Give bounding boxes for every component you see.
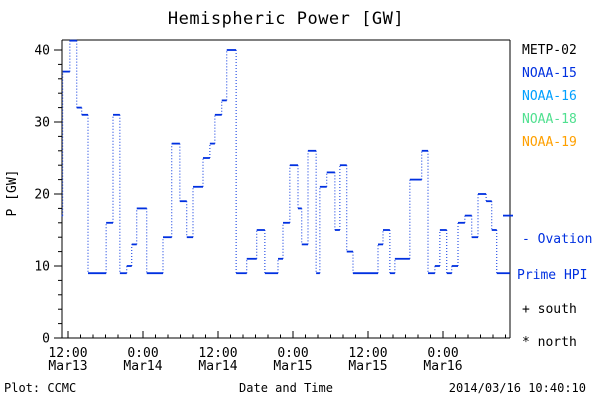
x-axis-ticks — [67, 331, 506, 338]
svg-text:30: 30 — [34, 116, 50, 131]
legend-item-noaa15: NOAA-15 — [522, 66, 577, 81]
legend-ovation-line1: - Ovation — [522, 232, 593, 247]
legend-item-noaa19: NOAA-19 — [522, 135, 577, 150]
svg-text:0:00: 0:00 — [277, 346, 308, 361]
hpi-data-series — [61, 39, 510, 275]
svg-text:0:00: 0:00 — [427, 346, 458, 361]
svg-text:Mar13: Mar13 — [48, 359, 87, 374]
y-axis-ticks: 0 10 20 30 40 — [34, 44, 62, 347]
legend-ovation-prime-hpi: - Ovation Prime HPI — [517, 210, 592, 306]
plot-timestamp: 2014/03/16 10:40:10 — [448, 381, 586, 395]
svg-text:12:00: 12:00 — [198, 346, 237, 361]
svg-text:Mar14: Mar14 — [123, 359, 162, 374]
x-axis-tick-labels: 12:00Mar130:00Mar1412:00Mar140:00Mar1512… — [48, 346, 462, 374]
svg-text:10: 10 — [34, 260, 50, 275]
plot-credit: Plot: CCMC — [4, 381, 77, 395]
svg-text:Mar15: Mar15 — [348, 359, 387, 374]
svg-text:Mar14: Mar14 — [198, 359, 237, 374]
svg-text:0: 0 — [42, 332, 50, 347]
svg-text:0:00: 0:00 — [127, 346, 158, 361]
legend-ovation-line2: Prime HPI — [517, 268, 588, 283]
svg-text:Mar15: Mar15 — [273, 359, 312, 374]
svg-text:20: 20 — [34, 188, 50, 203]
svg-text:12:00: 12:00 — [48, 346, 87, 361]
legend-south-marker: + south — [522, 302, 577, 317]
legend-north-marker: * north — [522, 335, 577, 350]
legend-item-metp02: METP-02 — [522, 43, 577, 58]
svg-text:12:00: 12:00 — [348, 346, 387, 361]
legend-item-noaa18: NOAA-18 — [522, 112, 577, 127]
svg-text:Mar16: Mar16 — [423, 359, 462, 374]
axes — [61, 39, 511, 339]
svg-text:40: 40 — [34, 44, 50, 59]
legend-item-noaa16: NOAA-16 — [522, 89, 577, 104]
chart-title: Hemispheric Power [GW] — [167, 9, 405, 29]
x-axis-label: Date and Time — [239, 381, 333, 395]
